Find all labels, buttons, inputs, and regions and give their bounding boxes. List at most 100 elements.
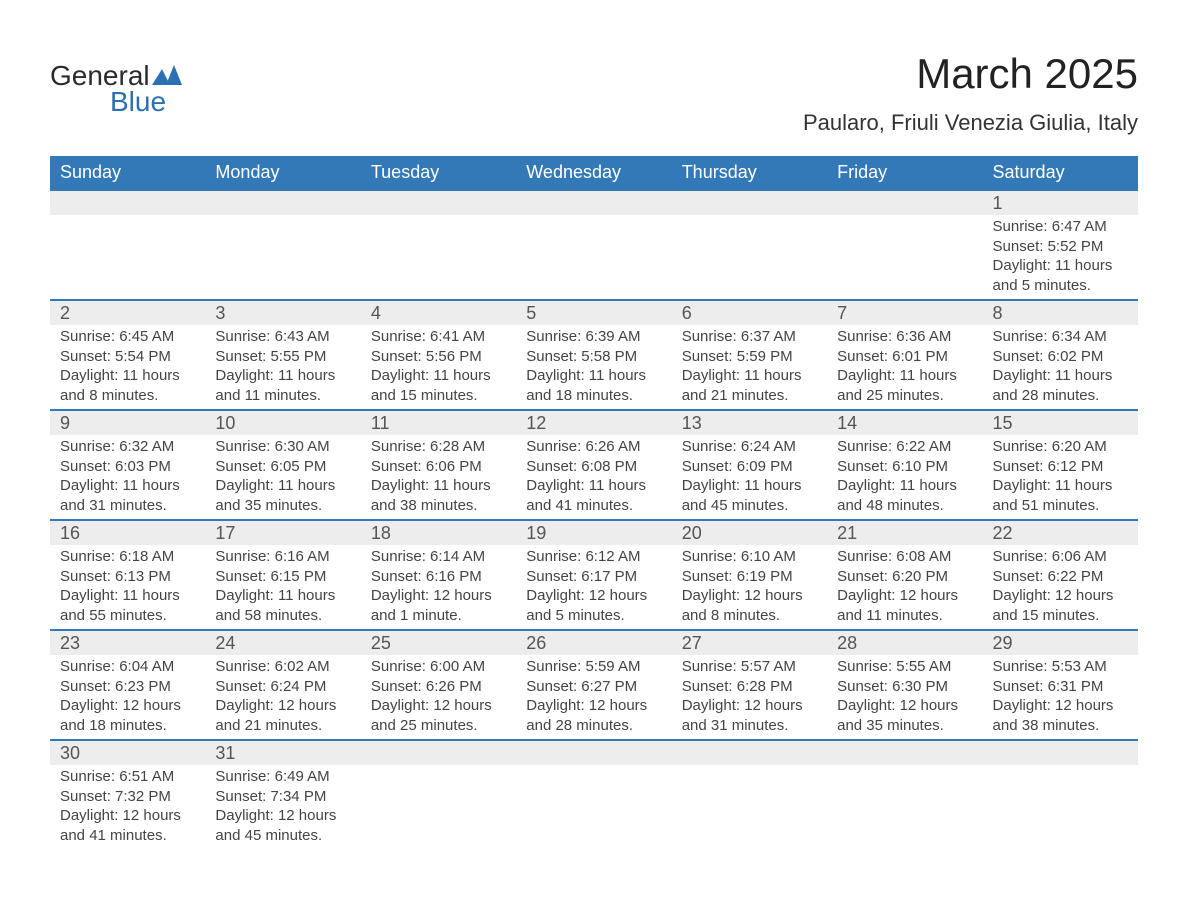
daylight-line-2: and 21 minutes.	[215, 716, 350, 736]
day-details: Sunrise: 6:18 AMSunset: 6:13 PMDaylight:…	[50, 545, 205, 629]
daylight-line-1: Daylight: 11 hours	[837, 476, 972, 496]
day-number: 24	[205, 631, 360, 655]
sunrise-line: Sunrise: 5:59 AM	[526, 657, 661, 677]
day-details: Sunrise: 6:26 AMSunset: 6:08 PMDaylight:…	[516, 435, 671, 519]
sunset-line: Sunset: 6:28 PM	[682, 677, 817, 697]
daylight-line-1: Daylight: 11 hours	[993, 256, 1128, 276]
day-number: 22	[983, 521, 1138, 545]
day-number: 11	[361, 411, 516, 435]
calendar-daynum-row: 23242526272829	[50, 630, 1138, 655]
sunset-line: Sunset: 5:56 PM	[371, 347, 506, 367]
calendar-daynum-row: 9101112131415	[50, 410, 1138, 435]
sunset-line: Sunset: 6:06 PM	[371, 457, 506, 477]
day-details: Sunrise: 5:53 AMSunset: 6:31 PMDaylight:…	[983, 655, 1138, 739]
day-number: 6	[672, 301, 827, 325]
sunset-line: Sunset: 5:54 PM	[60, 347, 195, 367]
day-details: Sunrise: 6:28 AMSunset: 6:06 PMDaylight:…	[361, 435, 516, 519]
header: General Blue March 2025 Paularo, Friuli …	[50, 50, 1138, 136]
calendar-detail-row: ......Sunrise: 6:47 AMSunset: 5:52 PMDay…	[50, 215, 1138, 300]
day-details: Sunrise: 6:04 AMSunset: 6:23 PMDaylight:…	[50, 655, 205, 739]
daylight-line-1: Daylight: 12 hours	[215, 806, 350, 826]
sunrise-line: Sunrise: 6:12 AM	[526, 547, 661, 567]
daylight-line-2: and 21 minutes.	[682, 386, 817, 406]
sunrise-line: Sunrise: 6:37 AM	[682, 327, 817, 347]
daylight-line-2: and 58 minutes.	[215, 606, 350, 626]
sunset-line: Sunset: 6:23 PM	[60, 677, 195, 697]
daylight-line-1: Daylight: 12 hours	[215, 696, 350, 716]
sunrise-line: Sunrise: 6:24 AM	[682, 437, 817, 457]
day-details: Sunrise: 6:12 AMSunset: 6:17 PMDaylight:…	[516, 545, 671, 629]
calendar-daynum-row: ......1	[50, 190, 1138, 215]
sunrise-line: Sunrise: 6:26 AM	[526, 437, 661, 457]
daylight-line-2: and 35 minutes.	[215, 496, 350, 516]
sunset-line: Sunset: 7:34 PM	[215, 787, 350, 807]
daylight-line-1: Daylight: 12 hours	[371, 696, 506, 716]
sunrise-line: Sunrise: 6:08 AM	[837, 547, 972, 567]
day-number: 12	[516, 411, 671, 435]
day-number: 18	[361, 521, 516, 545]
day-details: Sunrise: 6:36 AMSunset: 6:01 PMDaylight:…	[827, 325, 982, 409]
sunrise-line: Sunrise: 6:51 AM	[60, 767, 195, 787]
day-details: Sunrise: 6:49 AMSunset: 7:34 PMDaylight:…	[205, 765, 360, 849]
sunset-line: Sunset: 6:20 PM	[837, 567, 972, 587]
sunrise-line: Sunrise: 6:47 AM	[993, 217, 1128, 237]
day-details: Sunrise: 6:08 AMSunset: 6:20 PMDaylight:…	[827, 545, 982, 629]
day-number: 25	[361, 631, 516, 655]
sunset-line: Sunset: 6:09 PM	[682, 457, 817, 477]
daylight-line-2: and 8 minutes.	[682, 606, 817, 626]
sunset-line: Sunset: 6:08 PM	[526, 457, 661, 477]
sunrise-line: Sunrise: 6:49 AM	[215, 767, 350, 787]
page-subtitle: Paularo, Friuli Venezia Giulia, Italy	[803, 110, 1138, 136]
calendar-daynum-row: 16171819202122	[50, 520, 1138, 545]
day-number: 23	[50, 631, 205, 655]
daylight-line-2: and 31 minutes.	[60, 496, 195, 516]
calendar-detail-row: Sunrise: 6:45 AMSunset: 5:54 PM Daylight:…	[50, 325, 1138, 410]
weekday-header: Monday	[205, 156, 360, 190]
sunrise-line: Sunrise: 6:30 AM	[215, 437, 350, 457]
weekday-header: Wednesday	[516, 156, 671, 190]
sunset-line: Sunset: 6:01 PM	[837, 347, 972, 367]
daylight-line-1: Daylight: 11 hours	[60, 476, 195, 496]
day-details: Sunrise: 6:43 AMSunset: 5:55 PMDaylight:…	[205, 325, 360, 409]
daylight-line-2: and 15 minutes.	[993, 606, 1128, 626]
sunset-line: Sunset: 6:03 PM	[60, 457, 195, 477]
sunrise-line: Sunrise: 6:06 AM	[993, 547, 1128, 567]
day-details: Sunrise: 6:32 AMSunset: 6:03 PMDaylight:…	[50, 435, 205, 519]
calendar-daynum-row: 3031.....	[50, 740, 1138, 765]
day-number: 7	[827, 301, 982, 325]
sunrise-line: Sunrise: 5:55 AM	[837, 657, 972, 677]
daylight-line-2: and 35 minutes.	[837, 716, 972, 736]
calendar-daynum-row: 2345678	[50, 300, 1138, 325]
daylight-line-1: Daylight: 12 hours	[993, 586, 1128, 606]
day-details: Sunrise: 6:39 AMSunset: 5:58 PMDaylight:…	[516, 325, 671, 409]
daylight-line-2: and 1 minute.	[371, 606, 506, 626]
daylight-line-1: Daylight: 12 hours	[526, 586, 661, 606]
day-number: 15	[983, 411, 1138, 435]
title-block: March 2025 Paularo, Friuli Venezia Giuli…	[803, 50, 1138, 136]
calendar-detail-row: Sunrise: 6:51 AMSunset: 7:32 PMDaylight:…	[50, 765, 1138, 849]
calendar-detail-row: Sunrise: 6:18 AMSunset: 6:13 PMDaylight:…	[50, 545, 1138, 630]
day-number: 3	[205, 301, 360, 325]
day-number: 30	[50, 741, 205, 765]
daylight-line-2: and 48 minutes.	[837, 496, 972, 516]
day-details: Sunrise: 6:00 AMSunset: 6:26 PMDaylight:…	[361, 655, 516, 739]
sunset-line: Sunset: 6:30 PM	[837, 677, 972, 697]
sunrise-line: Sunrise: 6:45 AM	[60, 327, 195, 347]
sunset-line: Sunset: 6:05 PM	[215, 457, 350, 477]
sunrise-line: Sunrise: 6:14 AM	[371, 547, 506, 567]
daylight-line-2: and 15 minutes.	[371, 386, 506, 406]
day-number: 31	[205, 741, 360, 765]
sunrise-line: Sunrise: 6:22 AM	[837, 437, 972, 457]
weekday-header: Thursday	[672, 156, 827, 190]
sunrise-line: Sunrise: 6:41 AM	[371, 327, 506, 347]
day-number: 1	[983, 191, 1138, 215]
daylight-line-1: Daylight: 12 hours	[60, 806, 195, 826]
day-number: 9	[50, 411, 205, 435]
sunset-line: Sunset: 5:55 PM	[215, 347, 350, 367]
daylight-line-2: and 55 minutes.	[60, 606, 195, 626]
sunrise-line: Sunrise: 6:16 AM	[215, 547, 350, 567]
daylight-line-2: and 31 minutes.	[682, 716, 817, 736]
calendar-detail-row: Sunrise: 6:04 AMSunset: 6:23 PMDaylight:…	[50, 655, 1138, 740]
daylight-line-2: and 51 minutes.	[993, 496, 1128, 516]
daylight-line-1: Daylight: 11 hours	[993, 366, 1128, 386]
